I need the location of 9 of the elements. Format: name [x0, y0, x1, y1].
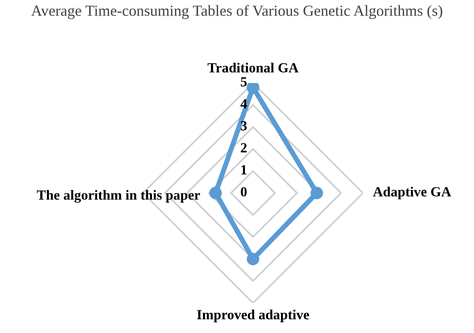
y-tick-label: 5: [240, 77, 247, 86]
spoke-label: The algorithm in this paper: [36, 190, 200, 203]
spoke-label: Adaptive GA: [373, 186, 452, 200]
y-tick-label: 0: [240, 187, 247, 196]
chart-title: Average Time-consuming Tables of Various Genetic Algorithms (s): [31, 4, 442, 20]
spoke-label: Traditional GA: [208, 62, 298, 72]
y-tick-label: 1: [241, 165, 247, 174]
spoke-label: Improved adaptive: [197, 310, 310, 322]
y-tick-label: 2: [240, 143, 247, 152]
